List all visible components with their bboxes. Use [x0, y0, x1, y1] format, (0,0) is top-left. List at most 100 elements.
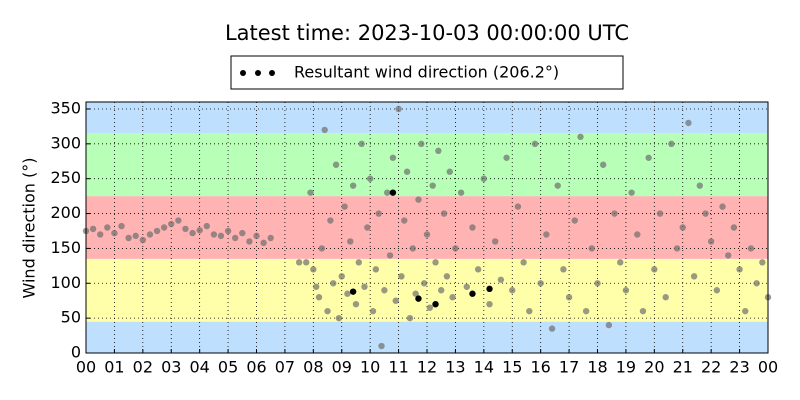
data-point — [503, 154, 510, 161]
data-point — [588, 245, 596, 252]
data-point — [582, 307, 590, 315]
data-point — [554, 182, 561, 189]
data-point — [446, 168, 453, 175]
data-point — [146, 231, 154, 238]
data-point — [398, 273, 405, 280]
data-point — [690, 273, 698, 280]
data-point — [639, 307, 647, 315]
data-point — [267, 234, 274, 242]
data-point — [97, 231, 104, 238]
data-point — [153, 227, 161, 235]
legend-box — [230, 55, 624, 90]
data-point — [449, 294, 456, 301]
data-point — [435, 147, 442, 155]
data-point — [753, 280, 760, 287]
legend-marker — [240, 70, 246, 76]
legend-marker — [269, 70, 275, 76]
data-point — [392, 297, 399, 304]
legend-marker — [255, 70, 261, 76]
data-point — [381, 287, 388, 294]
data-point — [634, 231, 641, 238]
data-point — [469, 290, 476, 297]
x-tick-label: 02 — [133, 358, 153, 377]
data-point — [375, 210, 382, 217]
data-point — [324, 307, 331, 315]
data-point — [628, 189, 635, 196]
data-point — [759, 259, 766, 266]
data-point — [224, 227, 232, 235]
data-point — [246, 238, 253, 245]
data-point — [104, 224, 111, 231]
data-point — [548, 325, 556, 332]
data-point — [480, 175, 488, 182]
x-tick-label: 14 — [474, 358, 494, 377]
data-point — [303, 259, 310, 266]
data-point — [605, 321, 613, 329]
data-point — [531, 140, 539, 148]
data-point — [295, 259, 303, 266]
plot-frame — [85, 101, 769, 354]
data-point — [344, 290, 351, 297]
data-point — [565, 294, 573, 301]
data-point — [571, 217, 578, 224]
x-tick-label: 23 — [729, 358, 749, 377]
data-point — [332, 161, 340, 168]
data-point — [415, 196, 422, 203]
data-point — [189, 229, 196, 237]
data-point — [423, 231, 431, 238]
x-tick-label: 15 — [502, 358, 522, 377]
data-point — [253, 232, 260, 240]
data-point — [389, 154, 397, 161]
data-point — [347, 238, 354, 245]
data-point — [420, 280, 428, 287]
data-point — [403, 168, 411, 175]
data-point — [594, 280, 601, 287]
data-point — [168, 220, 175, 228]
x-tick-label: 11 — [388, 358, 408, 377]
data-point — [239, 229, 246, 237]
data-point — [321, 126, 328, 134]
data-point — [622, 287, 630, 294]
x-tick-label: 00 — [76, 358, 96, 377]
data-point — [426, 304, 434, 311]
data-point — [132, 232, 139, 240]
x-tick-label: 16 — [530, 358, 550, 377]
x-tick-label: 06 — [246, 358, 266, 377]
x-tick-label: 10 — [360, 358, 380, 377]
data-point — [452, 245, 459, 252]
data-point — [355, 259, 362, 266]
x-tick-label: 17 — [559, 358, 579, 377]
x-tick-label: 04 — [189, 358, 209, 377]
data-point — [707, 238, 715, 245]
data-point — [210, 231, 218, 238]
x-tick-label: 13 — [445, 358, 465, 377]
x-tick-label: 07 — [275, 358, 295, 377]
data-point — [725, 252, 732, 259]
data-point — [349, 182, 357, 189]
y-tick-label: 0 — [71, 343, 81, 362]
data-point — [330, 280, 337, 287]
data-point — [125, 234, 132, 242]
data-point — [463, 283, 470, 290]
x-tick-label: 00 — [758, 358, 778, 377]
data-point — [412, 290, 419, 297]
data-point — [702, 210, 709, 217]
data-point — [742, 307, 749, 315]
data-point — [386, 252, 394, 259]
data-point — [429, 182, 436, 189]
data-point — [599, 161, 607, 168]
data-point — [526, 307, 533, 315]
data-point — [418, 140, 425, 148]
data-point — [645, 154, 652, 161]
data-point — [577, 133, 584, 141]
data-point — [662, 294, 669, 301]
x-tick-label: 21 — [673, 358, 693, 377]
legend-label: Resultant wind direction (206.2°) — [294, 63, 559, 82]
x-tick-label: 01 — [104, 358, 124, 377]
data-point — [175, 217, 182, 224]
y-tick-label: 250 — [50, 168, 81, 187]
data-point — [395, 105, 402, 113]
data-point — [352, 300, 360, 308]
data-point — [520, 259, 527, 266]
data-point — [656, 210, 664, 217]
